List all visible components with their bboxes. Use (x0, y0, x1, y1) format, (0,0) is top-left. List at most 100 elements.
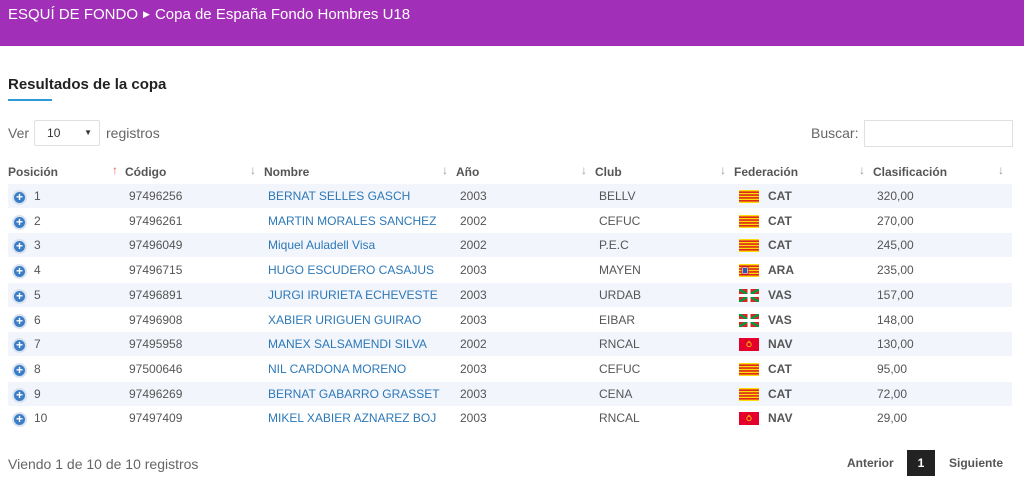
search-input[interactable] (864, 119, 1014, 147)
cell-federation: VAS (768, 287, 792, 302)
search-control: Buscar: (811, 119, 1014, 147)
cell-federation: VAS (768, 312, 792, 327)
catalonia-flag-icon (739, 190, 759, 203)
catalonia-flag-icon (739, 214, 759, 228)
cell-name-link[interactable]: BERNAT GABARRO GRASSET (268, 386, 440, 401)
cell-code: 97496261 (129, 213, 183, 228)
cell-federation: CAT (768, 189, 792, 203)
table-header: Posición ↑ Código ↓ Nombre ↓ Año ↓ Club … (0, 160, 1024, 184)
pagination-next-button[interactable]: Siguiente (949, 456, 1004, 470)
pagination-previous-button[interactable]: Anterior (847, 456, 894, 470)
sort-icon[interactable]: ↓ (720, 163, 726, 177)
cell-year: 2003 (460, 411, 487, 426)
cell-position: 10 (34, 411, 48, 426)
expand-row-icon[interactable]: + (12, 387, 27, 403)
cell-year: 2003 (460, 189, 487, 203)
cell-name-link[interactable]: MIKEL XABIER AZNAREZ BOJ (268, 411, 437, 426)
cell-position: 2 (34, 213, 41, 228)
expand-row-icon[interactable]: + (12, 264, 27, 280)
sort-icon[interactable]: ↓ (250, 163, 256, 177)
cell-federation: ARA (768, 263, 794, 278)
cell-federation: NAV (768, 337, 793, 352)
cell-code: 97496049 (129, 238, 183, 253)
cell-code: 97495958 (129, 337, 183, 352)
cell-name-link[interactable]: HUGO ESCUDERO CASAJUS (268, 263, 435, 278)
cell-name-link[interactable]: Miquel Auladell Visa (268, 238, 376, 253)
page-length-select[interactable]: 10 ▼ (34, 120, 101, 146)
column-header-code[interactable]: Código (125, 165, 167, 179)
column-header-classification[interactable]: Clasificación (873, 165, 948, 179)
cell-code: 97500646 (129, 361, 183, 376)
sort-icon[interactable]: ↓ (998, 163, 1004, 177)
chevron-down-icon: ▼ (84, 128, 93, 137)
section-title: Resultados de la copa (8, 76, 167, 93)
table-row: +8 97500646 NIL CARDONA MORENO 2003 CEFUC CAT… (8, 357, 1012, 381)
cell-federation: NAV (768, 411, 793, 426)
catalonia-flag-icon (739, 362, 759, 376)
expand-row-icon[interactable]: + (12, 190, 27, 205)
catalonia-flag-icon (739, 239, 759, 253)
expand-row-icon[interactable]: + (12, 313, 27, 329)
expand-row-icon[interactable]: + (12, 239, 27, 255)
expand-row-icon[interactable]: + (12, 288, 27, 304)
cell-classification: 245,00 (877, 238, 914, 253)
cell-code: 97496269 (129, 386, 183, 401)
top-header-bar: ESQUÍ DE FONDO ▶ Copa de España Fondo Homb… (0, 0, 1024, 46)
column-header-position[interactable]: Posición (8, 165, 59, 179)
cell-code: 97496891 (129, 287, 183, 302)
cell-club: BELLV (599, 189, 636, 203)
cell-year: 2003 (460, 263, 487, 278)
cell-classification: 95,00 (877, 361, 908, 376)
cell-federation: CAT (768, 238, 792, 253)
cell-club: EIBAR (599, 312, 636, 327)
breadcrumb: ESQUÍ DE FONDO ▶ Copa de España Fondo Homb… (8, 6, 410, 23)
cell-club: CEFUC (599, 361, 641, 376)
breadcrumb-parent-link[interactable]: ESQUÍ DE FONDO (8, 6, 139, 23)
cell-name-link[interactable]: BERNAT SELLES GASCH (268, 189, 411, 203)
cell-year: 2002 (460, 238, 487, 253)
cell-classification: 72,00 (877, 386, 908, 401)
table-info: Viendo 1 de 10 de 10 registros (8, 456, 199, 472)
column-header-year[interactable]: Año (456, 165, 480, 179)
cell-name-link[interactable]: MARTIN MORALES SANCHEZ (268, 213, 437, 228)
expand-row-icon[interactable]: + (12, 362, 27, 378)
cell-code: 97496908 (129, 312, 183, 327)
table-row: +5 97496891 JURGI IRURIETA ECHEVESTE 2003 UR… (8, 282, 1012, 307)
sort-icon[interactable]: ↓ (859, 163, 865, 177)
cell-name-link[interactable]: XABIER URIGUEN GUIRAO (268, 312, 422, 327)
page-length-value: 10 (47, 126, 61, 140)
table-row: +6 97496908 XABIER URIGUEN GUIRAO 2003 EIBAR… (8, 308, 1012, 332)
expand-row-icon[interactable]: + (12, 412, 27, 428)
cell-year: 2002 (460, 213, 487, 228)
expand-row-icon[interactable]: + (12, 214, 27, 230)
cell-name-link[interactable]: MANEX SALSAMENDI SILVA (268, 337, 427, 352)
cell-federation: CAT (768, 361, 792, 376)
length-suffix-label: registros (106, 125, 160, 141)
navarra-flag-icon (739, 338, 759, 352)
table-row: +10 97497409 MIKEL XABIER AZNAREZ BOJ 2003 R… (8, 406, 1012, 430)
cell-name-link[interactable]: NIL CARDONA MORENO (268, 361, 407, 376)
cell-name-link[interactable]: JURGI IRURIETA ECHEVESTE (268, 287, 438, 302)
cell-position: 7 (34, 337, 41, 352)
cell-classification: 157,00 (877, 287, 914, 302)
column-header-club[interactable]: Club (595, 165, 622, 179)
basque-country-flag-icon (738, 287, 760, 303)
sort-icon[interactable]: ↓ (581, 163, 587, 177)
cell-code: 97496715 (129, 263, 183, 278)
table-row: +4 97496715 HUGO ESCUDERO CASAJUS 2003 MAYEN… (8, 258, 1012, 282)
expand-row-icon[interactable]: + (12, 338, 27, 354)
cell-code: 97497409 (129, 411, 183, 426)
basque-country-flag-icon (738, 312, 760, 328)
cell-club: CEFUC (599, 213, 641, 228)
cell-classification: 235,00 (877, 263, 914, 278)
cell-club: URDAB (599, 287, 642, 302)
cell-position: 6 (34, 312, 41, 327)
sort-icon[interactable]: ↓ (442, 163, 448, 177)
title-underline (8, 99, 52, 101)
sort-asc-icon[interactable]: ↑ (112, 163, 118, 177)
column-header-name[interactable]: Nombre (264, 165, 310, 179)
pagination-current-page[interactable]: 1 (907, 450, 935, 476)
column-header-federation[interactable]: Federación (734, 165, 799, 179)
aragon-flag-icon (739, 264, 759, 278)
cell-position: 9 (34, 386, 41, 401)
